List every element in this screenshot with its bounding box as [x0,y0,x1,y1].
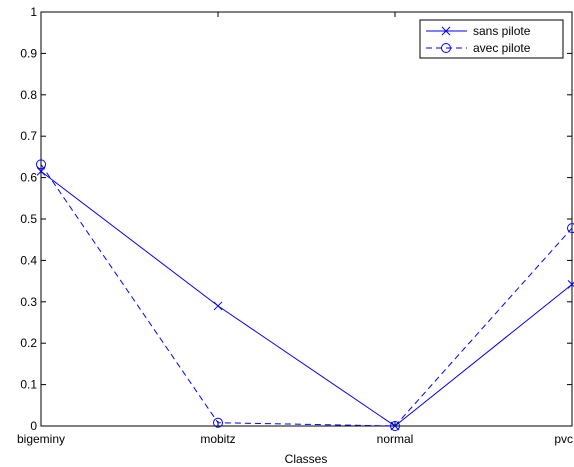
y-tick-label: 0.6 [20,171,37,185]
legend: sans pilote avec pilote [419,19,564,59]
y-tick-label: 0.3 [20,295,37,309]
data-point-marker [213,301,223,311]
series-layer [36,159,574,431]
plot-area [40,11,573,427]
y-tick-label: 0.8 [20,88,37,102]
legend-marker-x-icon [441,26,451,36]
y-tick-label: 0.2 [20,336,37,350]
series-line-0 [40,171,573,427]
y-tick-label: 0.4 [20,253,37,267]
legend-label-avec-pilote: avec pilote [473,41,531,55]
y-tick-label: 1 [30,5,37,19]
data-point-marker [567,281,574,289]
x-tick-label: pvc [554,432,573,446]
series-line-1 [40,164,573,427]
y-tick-label: 0.7 [20,129,37,143]
x-axis-label: Classes [285,452,328,466]
data-point-marker [213,417,223,428]
y-axis: 0 0.1 0.2 0.3 0.4 0.5 0.6 0.7 0.8 0.9 1 [20,5,572,433]
data-point-marker [567,223,574,234]
y-tick-label: 0 [30,419,37,433]
legend-marker [441,26,451,36]
x-tick-label: normal [377,432,414,446]
x-tick-label: mobitz [200,432,235,446]
legend-marker [441,43,451,53]
data-point-marker [36,159,46,170]
y-tick-label: 0.5 [20,212,37,226]
x-axis: bigeminy mobitz normal pvc [17,12,573,446]
legend-label-sans-pilote: sans pilote [473,24,531,38]
x-tick-label: bigeminy [17,432,65,446]
y-tick-label: 0.1 [20,378,37,392]
legend-marker-circle-icon [441,43,451,53]
data-point-marker [390,421,400,431]
y-tick-label: 0.9 [20,46,37,60]
